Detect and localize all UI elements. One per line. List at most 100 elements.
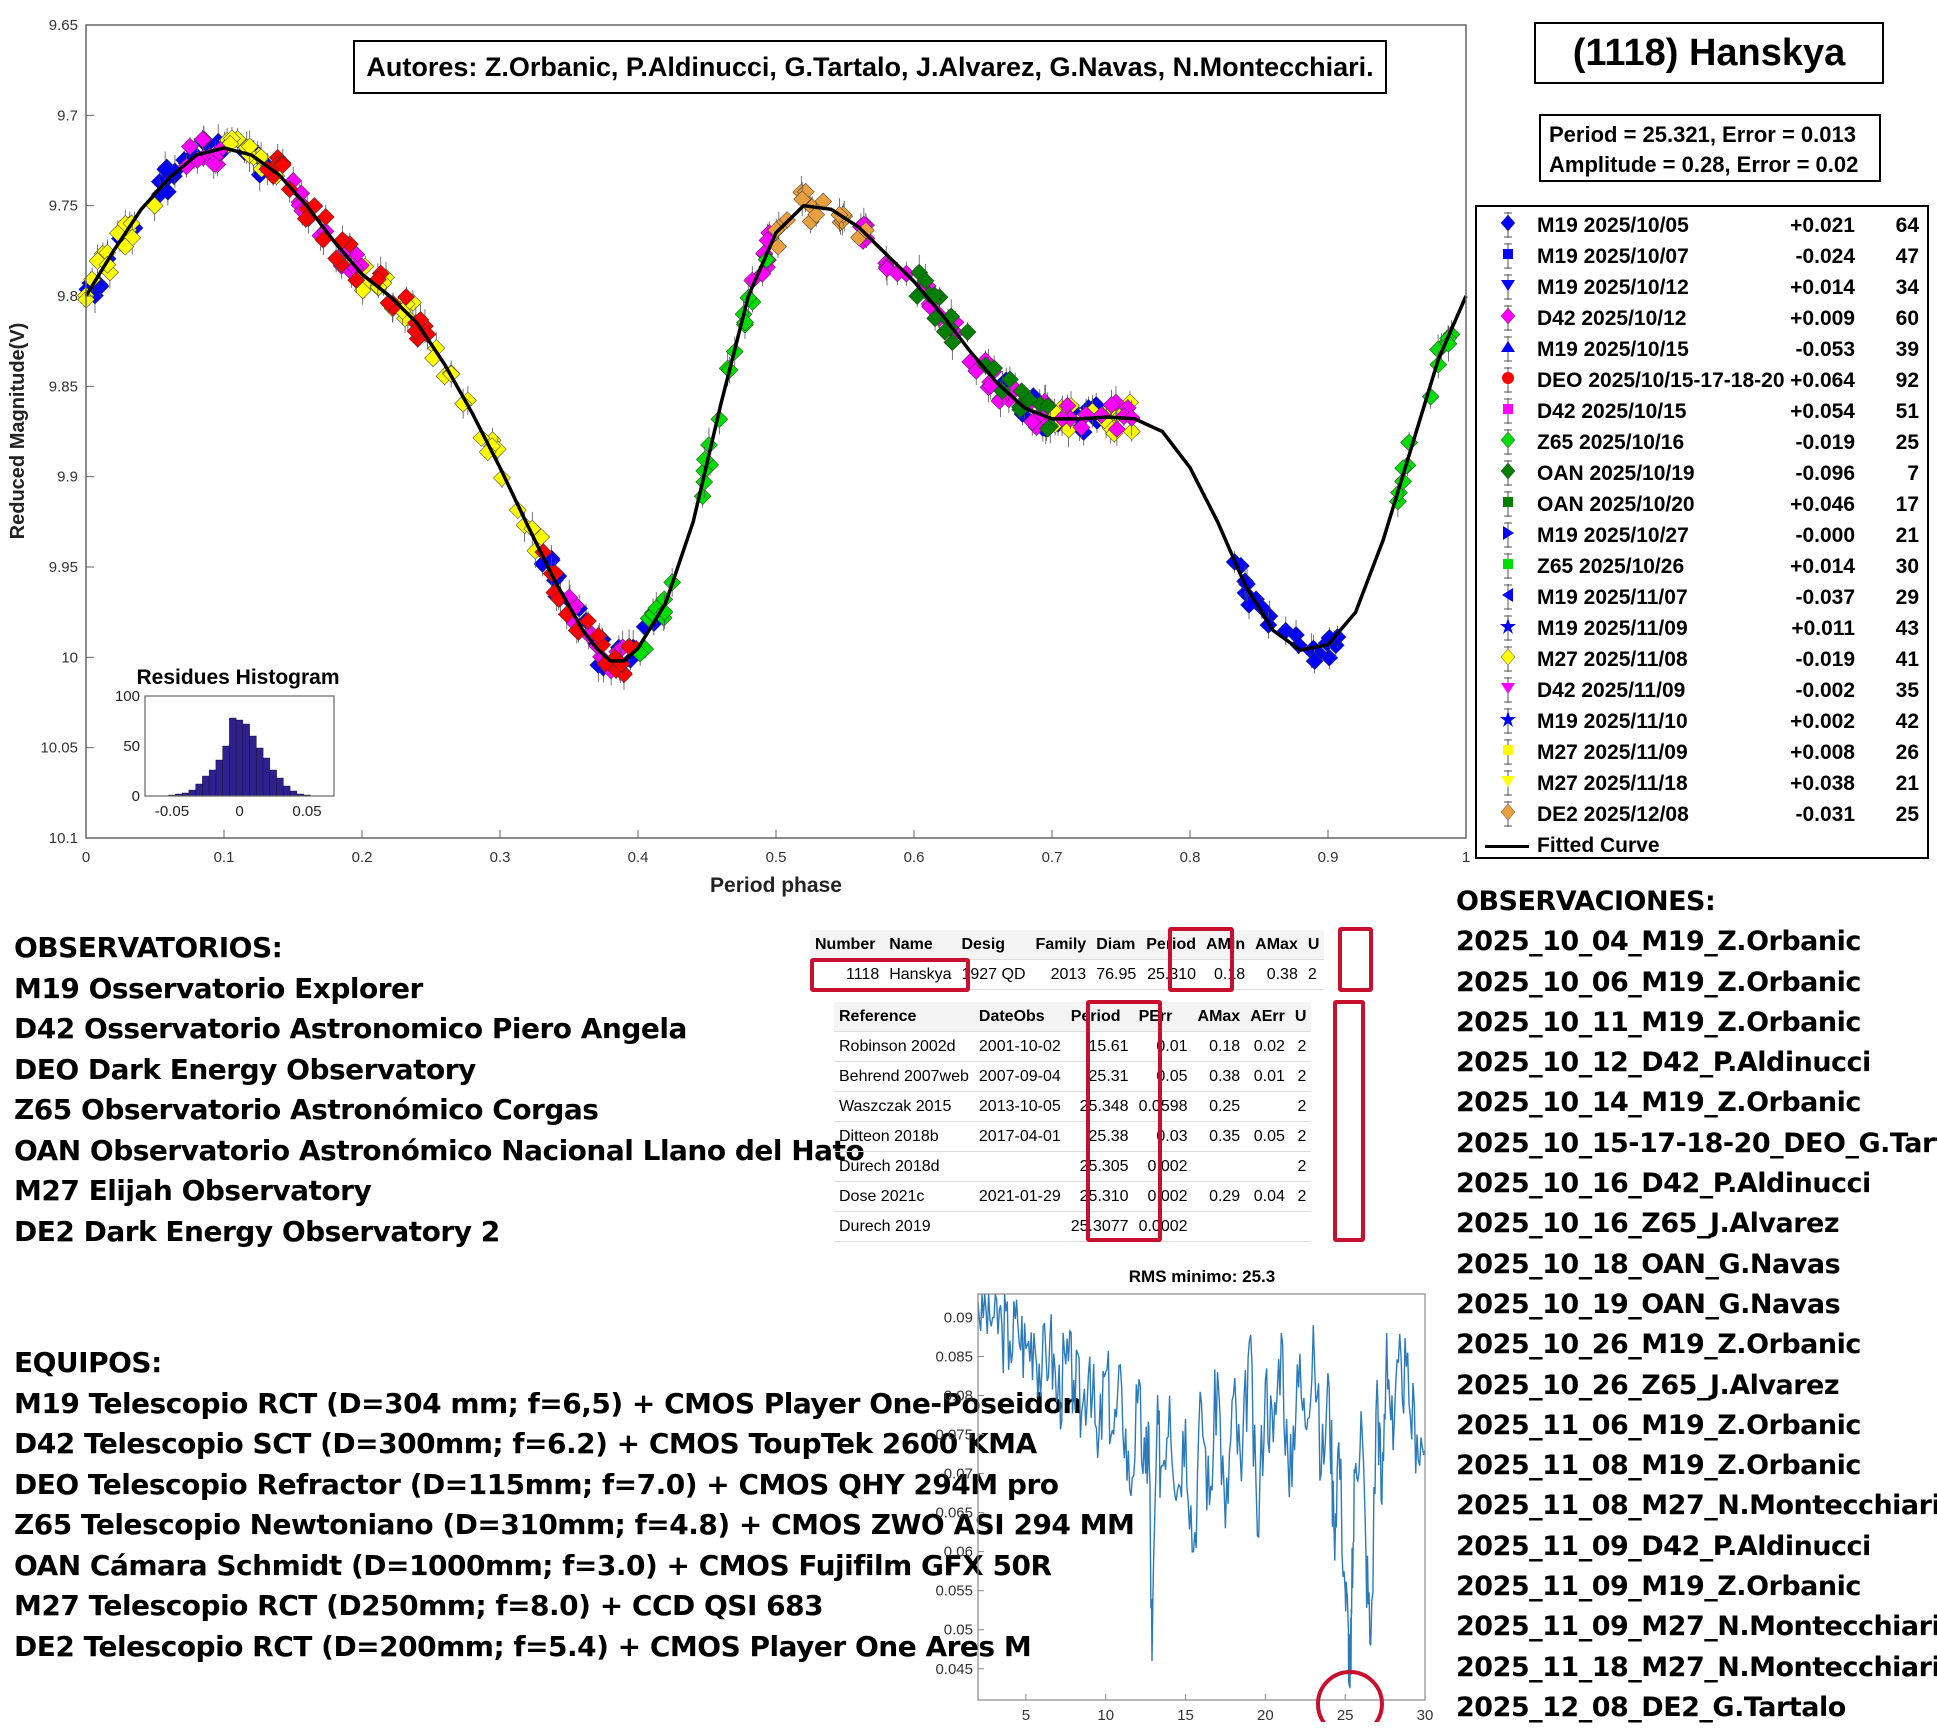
rms-y-tick-label: 0.045	[935, 1661, 973, 1678]
data-point	[1320, 629, 1339, 647]
table-cell: 0.002	[1133, 1151, 1193, 1182]
legend-item-name: M19 2025/10/07	[1537, 245, 1689, 268]
legend-item: DE2 2025/12/08 -0.031 25	[1477, 800, 1927, 831]
rms-y-tick-label: 0.065	[935, 1505, 973, 1522]
table-row: Waszczak 2015 2013-10-05 25.348 0.0598 0.25 2	[834, 1091, 1312, 1122]
data-point	[296, 209, 315, 228]
legend-item-offset: +0.038	[1790, 772, 1855, 795]
legend-item-count: 30	[1895, 555, 1919, 578]
equipo-line: DE2 Telescopio RCT (D=200mm; f=5.4) + CM…	[14, 1629, 1032, 1663]
column-header: AMax	[1250, 930, 1303, 960]
observacion-line: 2025_11_08_M19_Z.Orbanic	[1456, 1450, 1861, 1482]
table-cell: 1118	[810, 959, 885, 990]
data-point	[807, 205, 826, 224]
column-header: Family	[1030, 930, 1092, 960]
data-point	[1023, 413, 1042, 431]
histogram-bar	[242, 723, 250, 797]
legend-item-offset: +0.054	[1790, 400, 1855, 423]
legend-marker-icon	[1497, 677, 1519, 711]
legend-item-count: 51	[1895, 400, 1919, 423]
histogram-bar	[222, 745, 230, 797]
data-point	[655, 603, 674, 621]
table-cell: 0.05	[1133, 1061, 1193, 1092]
legend-item-offset: +0.011	[1791, 617, 1855, 640]
column-header: DateObs	[973, 1002, 1066, 1032]
equipo-line: D42 Telescopio SCT (D=300mm; f=6.2) + CM…	[14, 1427, 1037, 1460]
histogram-bar	[249, 735, 257, 797]
table-cell: 25.38	[1065, 1121, 1134, 1152]
legend-item-count: 26	[1895, 741, 1919, 764]
legend-item: M27 2025/11/09 +0.008 26	[1477, 738, 1927, 769]
y-tick-label: 10	[61, 649, 78, 666]
highlight-rect	[1168, 927, 1234, 992]
period-line: Period = 25.321, Error = 0.013	[1549, 122, 1856, 147]
legend-item-offset: -0.031	[1795, 803, 1855, 826]
table-cell: 0.002	[1133, 1181, 1193, 1212]
table-cell: 2	[1289, 1121, 1312, 1152]
legend-item: M27 2025/11/08 -0.019 41	[1477, 645, 1927, 676]
legend-item: D42 2025/10/15 +0.054 51	[1477, 397, 1927, 428]
data-point	[769, 237, 787, 256]
histogram-frame	[144, 695, 335, 797]
table-cell: Durech 2019	[834, 1211, 974, 1242]
data-point	[935, 322, 954, 341]
table-row: Durech 2019 25.3077 0.0002	[834, 1211, 1312, 1242]
legend-item: M19 2025/11/10 +0.002 42	[1477, 707, 1927, 738]
legend-item-name: D42 2025/10/12	[1537, 307, 1687, 330]
fitted-curve-line	[84, 146, 1468, 663]
lcdb-summary-table: Number Name Desig Family Diam Period AMi…	[810, 930, 1325, 990]
table-cell: 0.38	[1250, 959, 1303, 990]
table-cell: 2	[1302, 959, 1325, 990]
observatorios-section: OBSERVATORIOS: M19 Osservatorio Explorer…	[14, 928, 865, 1252]
lightcurve-points	[77, 124, 1461, 690]
legend-item: M27 2025/11/18 +0.038 21	[1477, 769, 1927, 800]
observatorio-line: Z65 Observatorio Astronómico Corgas	[14, 1093, 599, 1126]
observacion-line: 2025_10_06_M19_Z.Orbanic	[1456, 966, 1861, 998]
rms-y-tick-label: 0.075	[935, 1427, 973, 1444]
data-point	[347, 271, 366, 290]
legend-marker-icon	[1497, 739, 1519, 773]
legend-marker-icon	[1497, 584, 1519, 618]
authors-box: Autores: Z.Orbanic, P.Aldinucci, G.Tarta…	[353, 40, 1387, 94]
table-cell: 2	[1289, 1151, 1312, 1182]
legend-item-count: 47	[1895, 245, 1919, 268]
table-cell: 0.01	[1133, 1031, 1193, 1062]
table-cell: 2	[1289, 1181, 1312, 1212]
legend-item-count: 25	[1895, 803, 1919, 826]
legend-item-count: 64	[1895, 214, 1919, 237]
legend-marker-icon	[1497, 429, 1519, 463]
legend-item: DEO 2025/10/15-17-18-20 +0.064 92	[1477, 366, 1927, 397]
data-point	[397, 288, 415, 306]
observacion-line: 2025_11_09_M19_Z.Orbanic	[1456, 1571, 1861, 1603]
observacion-line: 2025_11_08_M27_N.Montecchiari	[1456, 1490, 1937, 1522]
data-point	[1001, 370, 1019, 389]
table-cell: 0.04	[1245, 1181, 1290, 1212]
equipo-line: M19 Telescopio RCT (D=304 mm; f=6,5) + C…	[14, 1386, 1082, 1420]
legend-marker-icon	[1497, 553, 1519, 587]
observacion-line: 2025_11_09_D42_P.Aldinucci	[1456, 1530, 1871, 1562]
table-cell: 0.29	[1192, 1181, 1246, 1212]
y-tick-label: 10.1	[49, 830, 78, 847]
column-header: Reference	[834, 1002, 974, 1032]
x-axis-label: Period phase	[710, 874, 842, 897]
highlight-rect	[1086, 1000, 1162, 1242]
legend-item-name: DEO 2025/10/15-17-18-20	[1537, 369, 1785, 392]
x-tick-label: 0.7	[1042, 849, 1063, 866]
table-cell: 2	[1289, 1031, 1312, 1062]
table-cell: Dose 2021c	[834, 1181, 974, 1212]
table-cell	[1245, 1211, 1290, 1242]
legend-item-offset: -0.053	[1795, 338, 1855, 361]
legend-item-name: OAN 2025/10/20	[1537, 493, 1695, 516]
x-tick-label: 0.5	[766, 849, 787, 866]
data-point	[767, 221, 786, 239]
y-tick-label: 9.65	[49, 17, 78, 34]
rms-periodogram-chart: RMS minimo: 25.3 0.045 0.05 0.055 0.06 0.065…	[935, 1267, 1433, 1722]
observacion-line: 2025_10_14_M19_Z.Orbanic	[1456, 1087, 1861, 1119]
table-cell	[1192, 1211, 1246, 1242]
observatorio-line: DEO Dark Energy Observatory	[14, 1052, 476, 1086]
table-cell: Waszczak 2015	[834, 1091, 974, 1122]
legend-item-name: M19 2025/10/27	[1537, 524, 1689, 547]
observacion-line: 2025_10_18_OAN_G.Navas	[1456, 1248, 1841, 1280]
legend-item-offset: +0.064	[1790, 369, 1855, 392]
histogram-y-tick-label: 50	[123, 738, 140, 755]
